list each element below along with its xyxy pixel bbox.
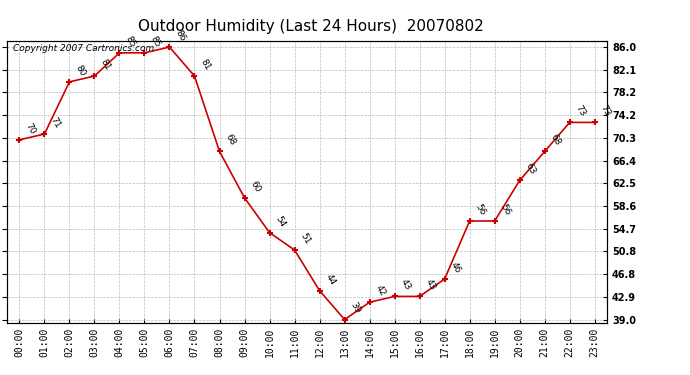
Text: 60: 60 xyxy=(248,179,262,194)
Text: 43: 43 xyxy=(424,278,437,292)
Text: 73: 73 xyxy=(599,104,613,118)
Text: 39: 39 xyxy=(348,301,362,315)
Text: 85: 85 xyxy=(124,34,137,49)
Text: 81: 81 xyxy=(199,57,213,72)
Text: 68: 68 xyxy=(549,133,562,147)
Text: 68: 68 xyxy=(224,133,237,147)
Text: 63: 63 xyxy=(524,162,538,176)
Text: 73: 73 xyxy=(574,104,587,118)
Text: 56: 56 xyxy=(499,202,513,217)
Text: Copyright 2007 Cartronics.com: Copyright 2007 Cartronics.com xyxy=(13,44,154,53)
Text: 81: 81 xyxy=(99,57,112,72)
Text: 80: 80 xyxy=(74,63,87,78)
Text: 46: 46 xyxy=(448,261,462,275)
Text: 43: 43 xyxy=(399,278,412,292)
Text: 85: 85 xyxy=(148,34,162,49)
Text: 54: 54 xyxy=(274,214,287,228)
Text: 44: 44 xyxy=(324,272,337,286)
Text: 56: 56 xyxy=(474,202,487,217)
Text: 51: 51 xyxy=(299,231,313,246)
Text: Outdoor Humidity (Last 24 Hours)  20070802: Outdoor Humidity (Last 24 Hours) 2007080… xyxy=(137,19,484,34)
Text: 42: 42 xyxy=(374,284,387,298)
Text: 70: 70 xyxy=(23,121,37,136)
Text: 71: 71 xyxy=(48,116,62,130)
Text: 86: 86 xyxy=(174,28,187,43)
